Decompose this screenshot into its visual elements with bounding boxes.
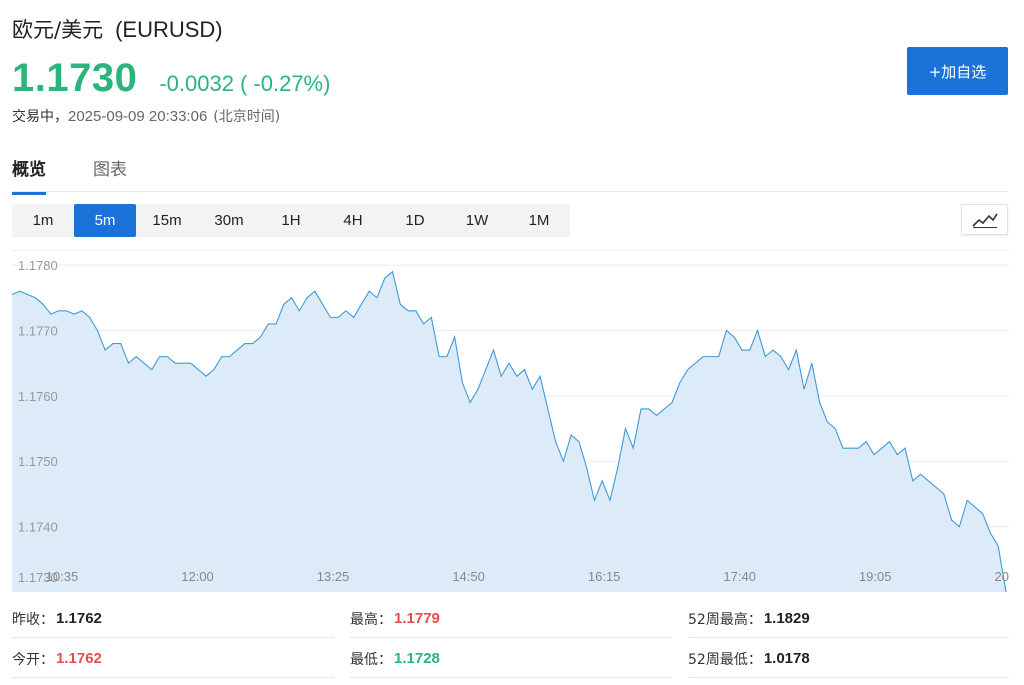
period-1h[interactable]: 1H — [281, 212, 301, 229]
stat-label: 今开： — [12, 651, 54, 668]
x-tick-label: 14:50 — [452, 569, 485, 584]
x-tick-label: 19:05 — [859, 569, 892, 584]
stat-label: 52周最高： — [688, 611, 762, 628]
stat-value: 1.1779 — [394, 610, 440, 627]
x-tick-label: 10:35 — [46, 569, 79, 584]
y-tick-label: 1.1770 — [18, 323, 58, 338]
add-watchlist-button[interactable]: +加自选 — [907, 47, 1008, 95]
change-value: -0.0032 — [159, 71, 234, 96]
stat-label: 52周最低： — [688, 651, 762, 668]
stat-value: 1.1829 — [763, 610, 810, 627]
x-tick-label: 13:25 — [317, 569, 350, 584]
stat-label: 最低： — [350, 651, 392, 668]
stat-value: 1.1728 — [394, 650, 440, 667]
x-tick-label: 16:15 — [588, 569, 621, 584]
line-chart-icon — [971, 213, 998, 228]
chart-type-button[interactable] — [961, 204, 1008, 235]
price-chart: 1.1780 1.1770 1.1760 1.1750 1.1740 1.1730 10:… — [12, 250, 1009, 592]
period-1m[interactable]: 1m — [32, 212, 54, 229]
x-axis: 10:35 12:00 13:25 14:50 16:15 17:40 19:05 20:35 — [46, 569, 1009, 584]
period-5m[interactable]: 5m — [74, 204, 136, 237]
period-15m[interactable]: 15m — [152, 212, 182, 229]
period-4h[interactable]: 4H — [343, 212, 363, 229]
tab-overview[interactable]: 概览 — [12, 155, 46, 195]
price-line — [12, 270, 1007, 592]
stat-value: 1.1762 — [56, 610, 102, 627]
stat-open: 今开： 1.1762 — [12, 640, 334, 678]
period-selector: 1m 5m 15m 30m 1H 4H 1D 1W 1M — [12, 204, 570, 237]
price-area — [12, 271, 1006, 592]
y-tick-label: 1.1780 — [18, 258, 58, 273]
y-axis: 1.1780 1.1770 1.1760 1.1750 1.1740 1.1730 — [18, 258, 58, 585]
stat-high: 最高： 1.1779 — [350, 600, 672, 638]
instrument-title: 欧元/美元 (EURUSD) — [12, 14, 223, 44]
timezone-label: (北京时间) — [213, 109, 281, 125]
x-tick-label: 20:35 — [994, 569, 1009, 584]
period-30m[interactable]: 30m — [214, 212, 244, 229]
stat-52w-low: 52周最低： 1.0178 — [688, 640, 1010, 678]
tab-chart[interactable]: 图表 — [93, 160, 127, 180]
stat-label: 最高： — [350, 611, 392, 628]
instrument-code: (EURUSD) — [115, 17, 223, 42]
price-change: -0.0032( -0.27%) — [159, 71, 330, 97]
price-row: 1.1730 -0.0032( -0.27%) — [12, 56, 330, 101]
y-tick-label: 1.1740 — [18, 520, 58, 535]
period-1w[interactable]: 1W — [465, 212, 489, 229]
period-1d[interactable]: 1D — [405, 212, 425, 229]
status-text: 交易中， — [12, 109, 68, 125]
x-tick-label: 17:40 — [723, 569, 756, 584]
stat-52w-high: 52周最高： 1.1829 — [688, 600, 1010, 638]
quote-time: 2025-09-09 20:33:06 — [68, 108, 208, 125]
current-price: 1.1730 — [12, 56, 138, 100]
y-tick-label: 1.1750 — [18, 454, 58, 469]
stat-value: 1.1762 — [56, 650, 102, 667]
stat-value: 1.0178 — [763, 650, 810, 667]
stat-prev-close: 昨收： 1.1762 — [12, 600, 334, 638]
stat-label: 昨收： — [12, 611, 54, 628]
stat-low: 最低： 1.1728 — [350, 640, 672, 678]
y-tick-label: 1.1730 — [18, 570, 58, 585]
trading-status: 交易中，2025-09-09 20:33:06 (北京时间) — [12, 106, 280, 126]
y-tick-label: 1.1760 — [18, 389, 58, 404]
tab-bar: 概览 图表 — [12, 150, 1008, 195]
instrument-name: 欧元/美元 — [12, 18, 104, 42]
x-tick-label: 12:00 — [181, 569, 214, 584]
period-1mo[interactable]: 1M — [528, 212, 550, 229]
change-percent: ( -0.27%) — [239, 71, 331, 96]
